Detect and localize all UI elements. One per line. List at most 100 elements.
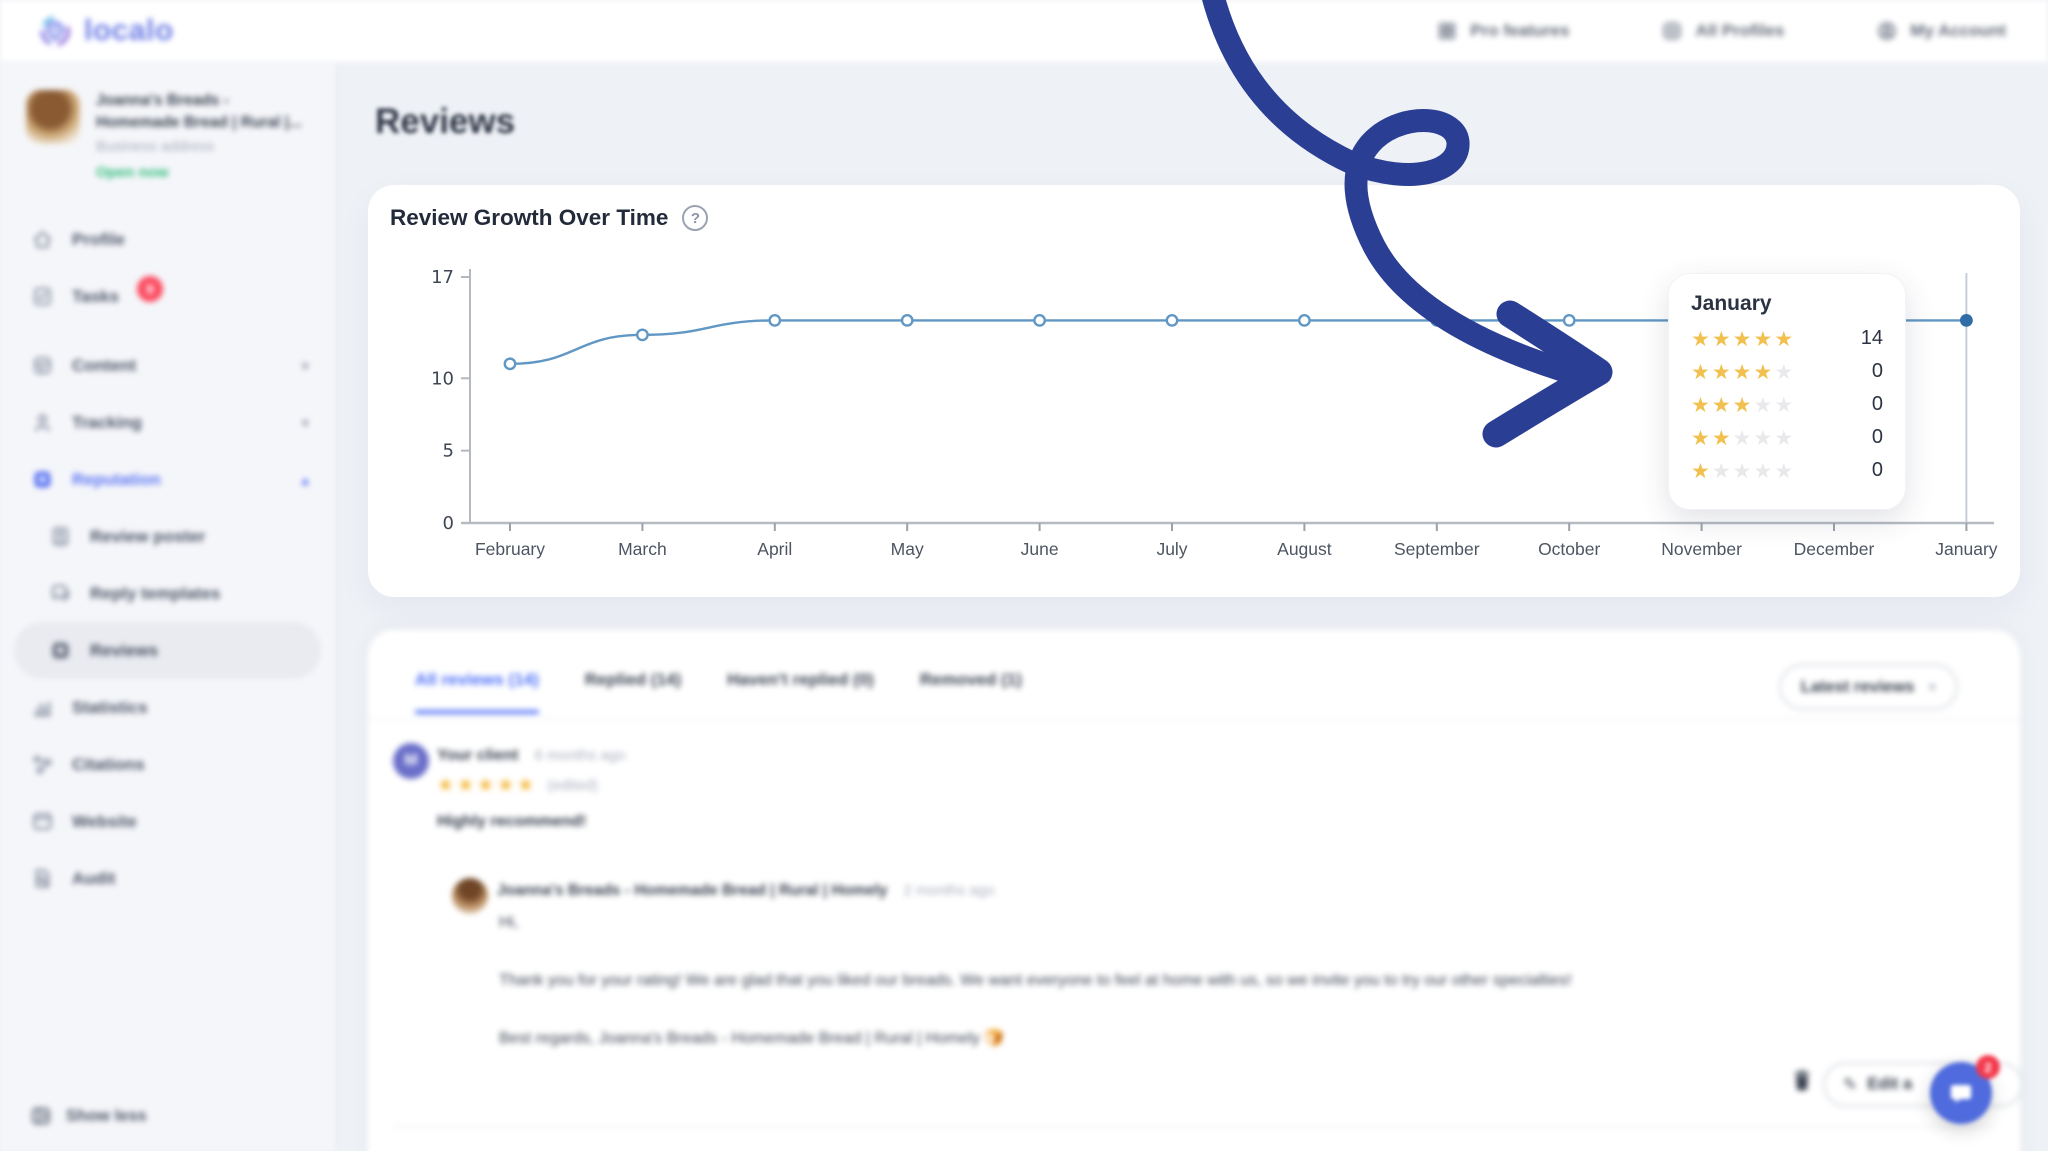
star-filled-icon: ★: [1711, 359, 1733, 384]
reviewer-avatar: M: [393, 743, 429, 779]
nav-label: Pro features: [1470, 21, 1570, 40]
home-icon: [30, 228, 54, 251]
localo-logo[interactable]: localo: [36, 12, 174, 50]
tooltip-row-3-star: ★★★★★ 0: [1691, 388, 1883, 421]
review-divider: [392, 1126, 1996, 1127]
star-filled-icon: ★: [1691, 326, 1712, 351]
svg-text:June: June: [1021, 539, 1059, 559]
audit-icon: [30, 867, 54, 890]
svg-text:March: March: [618, 539, 667, 559]
svg-text:May: May: [891, 539, 924, 559]
chevron-down-icon: ▾: [301, 356, 309, 375]
star-filled-icon: ★: [1711, 326, 1733, 351]
website-icon: [30, 810, 54, 833]
business-name: Joanna's Breads - Homemade Bread | Rural…: [96, 92, 302, 131]
sidebar-item-profile[interactable]: Profile: [0, 211, 335, 268]
star-empty-icon: ★: [1774, 425, 1796, 450]
reviewer-name: Your client: [437, 747, 519, 764]
sidebar-item-review-poster[interactable]: Review poster: [0, 508, 335, 565]
svg-text:5: 5: [443, 441, 454, 462]
tab-all-reviews-14[interactable]: All reviews (14): [415, 670, 539, 714]
localo-logo-icon: [36, 12, 74, 50]
sidebar-item-citations[interactable]: Citations: [0, 736, 335, 793]
my-account-icon: [1876, 20, 1898, 42]
business-address-label: Business address: [96, 138, 215, 156]
show-less-button[interactable]: Show less: [30, 1105, 147, 1127]
svg-text:February: February: [475, 539, 545, 559]
star-filled-icon: ★: [1732, 326, 1754, 351]
chat-widget-button[interactable]: 2: [1930, 1055, 2000, 1124]
citations-icon: [30, 753, 54, 776]
delete-reply-button[interactable]: [1792, 1068, 1812, 1092]
sidebar-item-label: Reply templates: [90, 583, 221, 603]
sidebar-item-tracking[interactable]: Tracking ▾: [0, 394, 335, 451]
sidebar-item-website[interactable]: Website: [0, 793, 335, 850]
sidebar-item-reputation[interactable]: Reputation ▴: [0, 451, 335, 508]
sidebar-item-label: Tracking: [72, 412, 142, 432]
sidebar-item-statistics[interactable]: Statistics: [0, 679, 335, 736]
reply-author: Joanna's Breads - Homemade Bread | Rural…: [497, 882, 888, 899]
star-filled-icon: ★: [1711, 392, 1733, 417]
review-star-rating: ★★★★★: [437, 774, 538, 796]
svg-text:August: August: [1277, 539, 1332, 559]
sidebar-item-label: Reputation: [72, 469, 161, 489]
chat-notification-badge: 2: [1976, 1055, 2000, 1079]
star-filled-icon: ★: [1691, 425, 1712, 450]
reply-templates-icon: [48, 582, 72, 605]
sidebar-item-audit[interactable]: Audit: [0, 850, 335, 907]
sidebar-item-label: Content: [72, 355, 137, 375]
reputation-icon: [30, 468, 54, 491]
tasks-icon: [30, 285, 54, 308]
tasks-badge: 9: [136, 275, 163, 302]
help-icon[interactable]: ?: [682, 205, 709, 231]
tabs-divider: [368, 718, 2020, 719]
reply-avatar: [452, 878, 488, 914]
tab-removed-1[interactable]: Removed (1): [919, 670, 1022, 689]
sort-dropdown[interactable]: Latest reviews ▾: [1778, 664, 1958, 710]
chevron-up-icon: ▴: [301, 470, 309, 489]
show-less-label: Show less: [66, 1106, 147, 1125]
sidebar-item-label: Audit: [72, 868, 116, 888]
star-empty-icon: ★: [1753, 425, 1775, 450]
chart-title: Review Growth Over Time: [390, 205, 669, 230]
svg-text:November: November: [1661, 539, 1742, 559]
nav-my-account[interactable]: My Account: [1876, 20, 2006, 42]
sort-label: Latest reviews: [1800, 677, 1915, 696]
chart-tooltip: January ★★★★★ 14 ★★★★★ 0 ★★★★★ 0 ★★★★★ 0 ★★★★★ 0: [1668, 273, 1906, 510]
nav-pro-features[interactable]: Pro features: [1436, 20, 1569, 42]
sidebar-item-label: Tasks: [72, 286, 119, 306]
reply-greeting: Hi,: [499, 914, 519, 931]
star-row-icons: ★★★★★: [1691, 393, 1795, 417]
svg-text:December: December: [1794, 539, 1875, 559]
sidebar-item-content[interactable]: Content ▾: [0, 337, 335, 394]
sidebar-item-reply-templates[interactable]: Reply templates: [0, 565, 335, 622]
star-empty-icon: ★: [1753, 392, 1775, 417]
star-empty-icon: ★: [1774, 392, 1796, 417]
star-filled-icon: ★: [1691, 392, 1712, 417]
reply-body: Thank you for your rating! We are glad t…: [499, 972, 1572, 989]
pencil-icon: ✎: [1843, 1074, 1858, 1095]
sidebar-item-reviews[interactable]: Reviews: [14, 622, 321, 680]
svg-text:September: September: [1394, 539, 1480, 559]
business-profile-card[interactable]: Joanna's Breads - Homemade Bread | Rural…: [0, 62, 335, 195]
logo-text: localo: [84, 14, 174, 47]
nav-label: My Account: [1910, 21, 2006, 40]
sidebar-item-label: Profile: [72, 229, 125, 249]
rating-count: 0: [1871, 393, 1883, 415]
rating-count: 14: [1860, 327, 1883, 349]
sidebar-nav: Profile Tasks 9 Content ▾ Tracking ▾ Reputation…: [0, 211, 335, 907]
nav-all-profiles[interactable]: All Profiles: [1661, 20, 1784, 42]
svg-text:10: 10: [431, 368, 454, 389]
sidebar-item-label: Reviews: [90, 640, 159, 660]
star-filled-icon: ★: [1774, 326, 1796, 351]
svg-text:October: October: [1538, 539, 1600, 559]
star-row-icons: ★★★★★: [1691, 459, 1795, 483]
star-empty-icon: ★: [1732, 458, 1754, 483]
sidebar-item-label: Statistics: [72, 697, 148, 717]
tab-replied-14[interactable]: Replied (14): [584, 670, 682, 689]
tracking-icon: [30, 411, 54, 434]
sidebar-item-tasks[interactable]: Tasks 9: [0, 268, 335, 325]
tab-haven-t-replied-0[interactable]: Haven't replied (0): [727, 670, 874, 689]
tooltip-row-5-star: ★★★★★ 14: [1691, 322, 1883, 355]
top-navigation: Pro features All Profiles My Account: [1436, 20, 2006, 42]
